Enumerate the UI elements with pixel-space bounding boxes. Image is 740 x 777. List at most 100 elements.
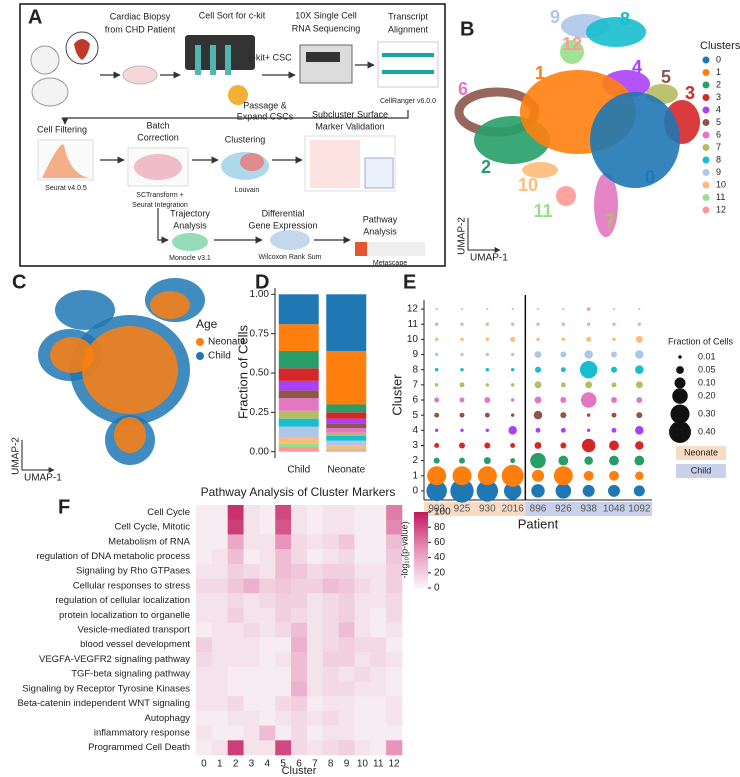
heat-cell [227, 652, 244, 668]
row-label: TGF-beta signaling pathway [71, 669, 190, 680]
dot [503, 482, 522, 500]
thumbnail [355, 242, 425, 256]
umap-axes [21, 218, 501, 473]
dot [586, 322, 591, 326]
group-legend-swatch [676, 446, 726, 460]
x-tick-label: 6 [296, 759, 302, 770]
dot [435, 308, 438, 311]
cluster-label: 10 [518, 175, 538, 195]
heat-cell [291, 549, 308, 565]
legend-swatch [702, 131, 710, 139]
heat-cell [227, 622, 244, 638]
chart-title: Pathway Analysis of Cluster Markers [201, 485, 396, 499]
dot [536, 337, 540, 342]
dot [434, 337, 439, 342]
heat-cell [386, 505, 403, 521]
heat-cell [322, 710, 339, 726]
heat-cell [259, 593, 276, 609]
dot [459, 412, 465, 418]
heat-cell [211, 696, 228, 712]
heat-cell [227, 607, 244, 623]
bar-segment [326, 450, 367, 452]
heat-cell [322, 725, 339, 741]
workflow-label: from CHD Patient [105, 24, 176, 34]
heat-cell [259, 710, 276, 726]
dot [610, 396, 618, 404]
heat-cell [275, 505, 292, 521]
x-tick-label: 938 [580, 504, 597, 515]
dot [586, 413, 591, 417]
dot [458, 442, 466, 449]
x-tick-label: Neonate [327, 465, 365, 476]
row-label: protein localization to organelle [59, 610, 190, 621]
dot [586, 307, 591, 311]
workflow-label: Analysis [173, 220, 207, 230]
dot [460, 322, 464, 326]
row-label: Cell Cycle [147, 507, 190, 518]
bar-segment [326, 440, 367, 446]
dot [609, 470, 619, 481]
heat-cell [306, 681, 324, 697]
heat-cell [322, 622, 339, 638]
heat-cell [370, 710, 387, 726]
heat-cell [291, 652, 308, 668]
dot [434, 428, 439, 433]
dot [485, 337, 490, 342]
dot [459, 382, 465, 388]
workflow-label: Cell Sort for c-kit [199, 10, 266, 20]
x-tick-label: 1 [217, 759, 223, 770]
y-tick-label: 12 [407, 304, 419, 315]
heat-cell [227, 681, 244, 697]
size-legend-label: 0.40 [698, 426, 716, 436]
workflow-label: Louvain [235, 187, 260, 194]
dot [635, 441, 644, 450]
heat-cell [291, 637, 308, 653]
dot [485, 428, 490, 433]
x-tick-label: 3 [249, 759, 255, 770]
dot [609, 440, 619, 451]
row-label: Autophagy [145, 713, 191, 724]
size-legend-dot [676, 366, 684, 374]
row-label: Metabolism of RNA [108, 536, 190, 547]
x-tick-label: 1048 [603, 504, 626, 515]
workflow-label: Passage & [243, 100, 287, 110]
heat-cell [211, 710, 228, 726]
dot [434, 352, 439, 357]
row-label: blood vessel development [80, 639, 190, 650]
heat-cell [259, 534, 276, 550]
colorbar-tick-label: 100 [434, 507, 451, 518]
heat-cell [211, 652, 228, 668]
heat-cell [322, 563, 339, 579]
y-axis-label: UMAP-2 [457, 217, 468, 255]
dot [476, 480, 499, 502]
row-label: Signaling by Receptor Tyrosine Kinases [22, 683, 190, 694]
heat-cell [196, 549, 213, 565]
colorbar-label: -log₁₀(p-value) [399, 521, 409, 578]
dot [561, 337, 566, 342]
bar-segment [278, 324, 319, 351]
row-label: Vesicle-mediated transport [78, 625, 191, 636]
sorter-icon [185, 35, 255, 70]
heat-cell [259, 696, 276, 712]
cluster-region [560, 40, 584, 64]
dot [460, 352, 464, 357]
workflow-label: Trajectory [170, 208, 210, 218]
heat-cell [370, 563, 387, 579]
heat-cell [338, 681, 355, 697]
cluster-region [590, 92, 680, 188]
dot [560, 351, 567, 358]
legend-swatch [702, 156, 710, 164]
dot [452, 466, 472, 486]
heat-cell [227, 710, 244, 726]
group-legend-label: Neonate [684, 447, 718, 457]
y-tick-label: 5 [412, 410, 418, 421]
x-tick-label: 5 [280, 759, 286, 770]
dot [427, 466, 447, 486]
dot [583, 470, 594, 481]
row-label: regulation of DNA metabolic process [36, 551, 190, 562]
legend-swatch [196, 352, 204, 360]
heat-cell [259, 681, 276, 697]
heat-cell [243, 607, 260, 623]
heat-cell [259, 519, 276, 535]
heat-cell [196, 578, 213, 594]
